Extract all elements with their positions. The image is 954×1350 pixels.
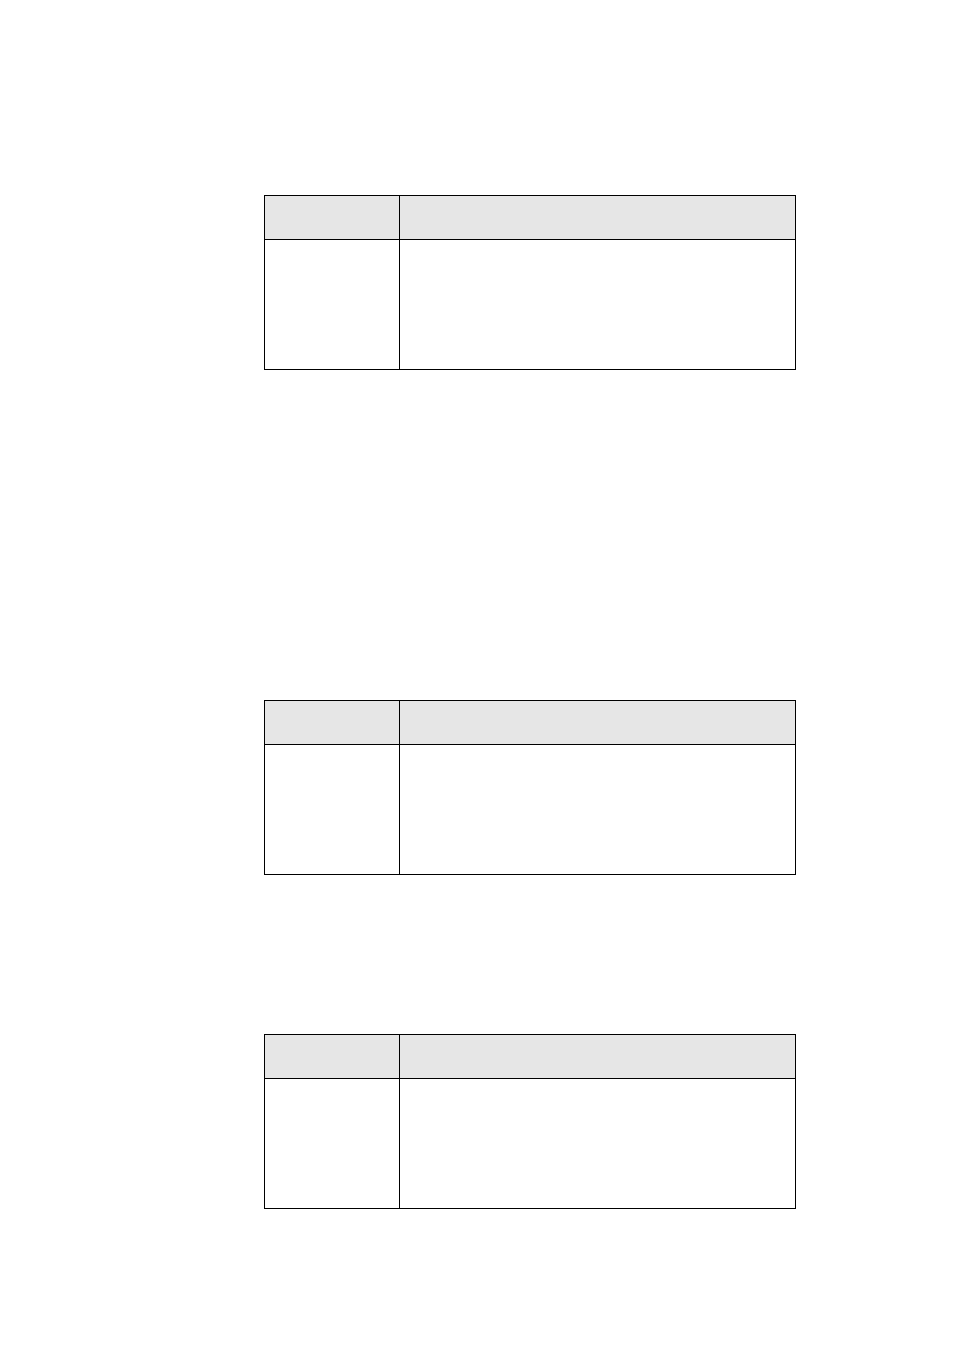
table-1-cell-0-1	[400, 240, 796, 370]
table-row	[265, 1079, 796, 1209]
table-3	[264, 1034, 796, 1209]
table-3-header-0	[265, 1035, 400, 1079]
table-row	[265, 745, 796, 875]
table-2-cell-0-0	[265, 745, 400, 875]
table-1-cell-0-0	[265, 240, 400, 370]
table-row	[265, 240, 796, 370]
table-1	[264, 195, 796, 370]
table-1-header-1	[400, 196, 796, 240]
table-3-cell-0-0	[265, 1079, 400, 1209]
table-row	[265, 196, 796, 240]
table-2-header-0	[265, 701, 400, 745]
table-2-header-1	[400, 701, 796, 745]
document-page	[0, 0, 954, 1350]
table-1-header-0	[265, 196, 400, 240]
table-2-cell-0-1	[400, 745, 796, 875]
table-3-cell-0-1	[400, 1079, 796, 1209]
table-2	[264, 700, 796, 875]
table-row	[265, 1035, 796, 1079]
table-3-header-1	[400, 1035, 796, 1079]
table-row	[265, 701, 796, 745]
